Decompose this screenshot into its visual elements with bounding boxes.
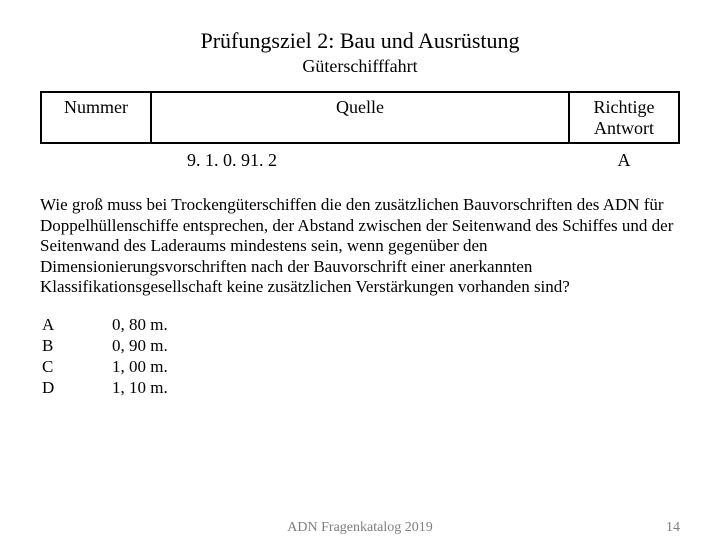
cell-answer: A — [569, 143, 679, 185]
option-value: 1, 00 m. — [112, 357, 680, 377]
table-header-row: Nummer Quelle Richtige Antwort — [41, 92, 679, 143]
page-subtitle: Güterschifffahrt — [40, 56, 680, 77]
col-header-number: Nummer — [41, 92, 151, 143]
col-header-source: Quelle — [151, 92, 569, 143]
option-value: 0, 90 m. — [112, 336, 680, 356]
footer-text: ADN Fragenkatalog 2019 — [287, 520, 432, 536]
option-key: C — [42, 357, 66, 377]
page-number: 14 — [666, 520, 680, 536]
option-value: 1, 10 m. — [112, 378, 680, 398]
option-key: D — [42, 378, 66, 398]
option-key: A — [42, 315, 66, 335]
answer-options: A 0, 80 m. B 0, 90 m. C 1, 00 m. D 1, 10… — [42, 315, 680, 398]
question-text: Wie groß muss bei Trockengüterschiffen d… — [40, 195, 680, 297]
cell-source: 9. 1. 0. 91. 2 — [151, 143, 569, 185]
page-content: Prüfungsziel 2: Bau und Ausrüstung Güter… — [0, 0, 720, 398]
question-header-table: Nummer Quelle Richtige Antwort 9. 1. 0. … — [40, 91, 680, 185]
option-key: B — [42, 336, 66, 356]
col-header-answer: Richtige Antwort — [569, 92, 679, 143]
page-title: Prüfungsziel 2: Bau und Ausrüstung — [40, 28, 680, 54]
table-data-row: 9. 1. 0. 91. 2 A — [41, 143, 679, 185]
option-value: 0, 80 m. — [112, 315, 680, 335]
cell-number — [41, 143, 151, 185]
